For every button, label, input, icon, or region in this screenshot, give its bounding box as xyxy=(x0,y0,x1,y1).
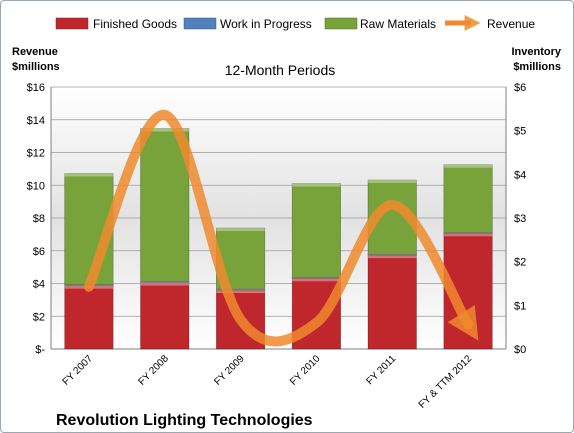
bar-highlight xyxy=(367,255,417,259)
legend: Finished Goods Work in Progress Raw Mate… xyxy=(55,14,535,32)
bar-highlight xyxy=(443,232,493,234)
y-right-tick-label: $1 xyxy=(514,300,526,312)
bar-highlight xyxy=(443,164,493,168)
y-right-label-line1: Inventory xyxy=(511,46,561,58)
legend-item-raw-materials: Raw Materials xyxy=(324,17,436,31)
plot-area xyxy=(50,86,507,350)
y-left-tick-label: $14 xyxy=(27,115,45,127)
legend-label-work-in-progress: Work in Progress xyxy=(220,17,312,31)
y-left-label-line1: Revenue xyxy=(12,46,58,58)
left-axis-ticks: $- $2 $4 $6 $8 $10 $12 $14 $16 xyxy=(27,82,46,356)
legend-label-finished-goods: Finished Goods xyxy=(93,17,177,31)
legend-label-revenue: Revenue xyxy=(487,17,535,31)
bar-highlight xyxy=(367,180,417,184)
bar-raw-materials xyxy=(140,128,190,282)
y-left-tick-label: $12 xyxy=(27,148,45,160)
x-category-label: FY 2009 xyxy=(212,353,247,388)
x-category-label: FY 2008 xyxy=(136,353,171,388)
chart-title: 12-Month Periods xyxy=(225,62,336,78)
bar-highlight xyxy=(140,282,190,286)
bar-highlight xyxy=(443,233,493,237)
y-left-label-line2: $millions xyxy=(12,61,60,73)
y-right-tick-label: $4 xyxy=(514,169,526,181)
y-right-tick-label: $5 xyxy=(514,126,526,138)
bar-finished-goods xyxy=(367,254,417,350)
bar-highlight xyxy=(140,128,190,132)
x-category-label: FY 2011 xyxy=(365,353,399,387)
bar-highlight xyxy=(292,277,341,279)
legend-item-work-in-progress: Work in Progress xyxy=(183,17,312,31)
y-right-tick-label: $6 xyxy=(514,82,526,94)
x-category-label: FY & TTM 2012 xyxy=(417,353,475,411)
y-right-tick-label: $0 xyxy=(514,344,526,356)
y-left-tick-label: $2 xyxy=(33,311,45,323)
bar-highlight xyxy=(216,228,265,232)
y-left-tick-label: $16 xyxy=(27,82,45,94)
bar-highlight xyxy=(140,281,190,283)
y-left-tick-label: $8 xyxy=(33,213,45,225)
bar-finished-goods xyxy=(64,285,114,350)
y-left-tick-label: $- xyxy=(35,344,45,356)
bar-highlight xyxy=(216,289,265,291)
legend-item-finished-goods: Finished Goods xyxy=(55,17,177,31)
bar-finished-goods xyxy=(140,282,190,350)
bar-highlight xyxy=(292,278,341,282)
legend-swatch-finished-goods xyxy=(55,17,89,30)
legend-item-revenue: Revenue xyxy=(445,14,535,32)
revenue-line xyxy=(83,109,479,347)
gridlines xyxy=(50,86,507,350)
revenue-layer xyxy=(83,109,479,347)
y-left-tick-label: $10 xyxy=(27,180,45,192)
y-right-label-line2: $millions xyxy=(513,61,561,73)
x-category-label: FY 2007 xyxy=(61,353,96,388)
category-labels: FY 2007 FY 2008 FY 2009 FY 2010 FY 2011 FY & … xyxy=(61,353,475,411)
y-right-tick-label: $3 xyxy=(514,213,526,225)
bar-raw-materials xyxy=(443,164,493,233)
bar-highlight xyxy=(64,173,114,177)
legend-swatch-raw-materials xyxy=(324,17,358,30)
bar-highlight xyxy=(292,183,341,187)
legend-label-raw-materials: Raw Materials xyxy=(360,17,436,31)
legend-swatch-work-in-progress xyxy=(183,17,217,30)
bar-highlight xyxy=(367,254,417,256)
bars xyxy=(64,128,493,350)
bar-raw-materials xyxy=(291,183,341,278)
bar-highlight xyxy=(216,290,265,294)
bar-work-in-progress xyxy=(367,253,417,256)
y-left-tick-label: $4 xyxy=(33,279,45,291)
y-left-tick-label: $6 xyxy=(33,246,45,258)
bar-work-in-progress xyxy=(140,281,190,283)
company-name: Revolution Lighting Technologies xyxy=(56,412,313,429)
x-category-label: FY 2010 xyxy=(288,353,323,388)
y-right-tick-label: $2 xyxy=(514,257,526,269)
right-axis-ticks: $0 $1 $2 $3 $4 $5 $6 xyxy=(514,82,526,356)
